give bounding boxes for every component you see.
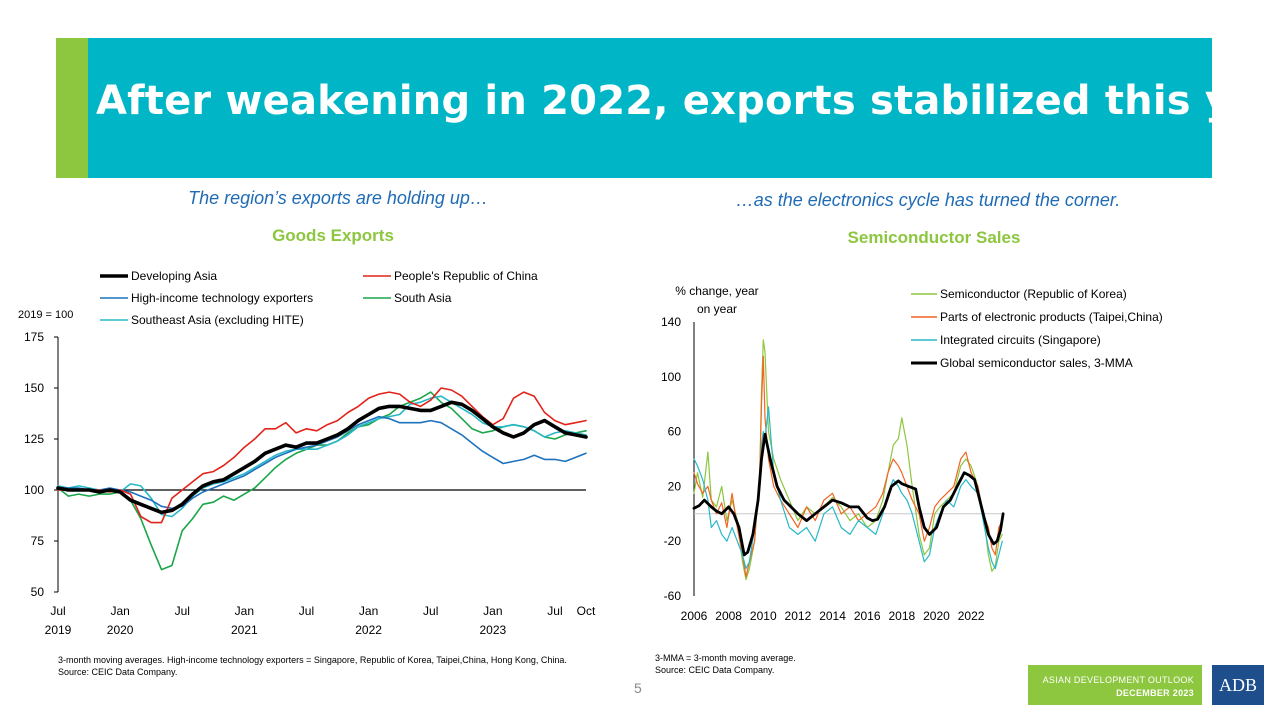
x-tick-label: 2016 <box>854 609 881 623</box>
y-tick-label: 140 <box>661 315 681 329</box>
y-tick-label: -20 <box>664 534 682 548</box>
right-subtitle: …as the electronics cycle has turned the… <box>735 190 1121 210</box>
x-tick-year-label: 2022 <box>355 623 382 637</box>
semiconductor-sales-title: Semiconductor Sales <box>847 228 1021 247</box>
y-tick-label: 175 <box>24 330 44 344</box>
y-axis-label: % change, year <box>675 284 758 298</box>
banner-accent-bar <box>56 38 88 178</box>
goods-exports-chart: 50 75 100 125 150 175 2019 = 100 Jul 2019 Jan 2020… <box>18 269 596 637</box>
x-tick-year-label: 2020 <box>107 623 134 637</box>
series-line-people-s-republic-of-china <box>57 387 587 524</box>
legend-label-semiconductor-republic-of-korea: Semiconductor (Republic of Korea) <box>940 287 1127 301</box>
x-tick-label: Jul <box>175 604 190 618</box>
y-tick-label: -60 <box>664 589 682 603</box>
semiconductor-sales-chart: -60 -20 20 60 100 140 % change, year on year 200… <box>661 284 1163 623</box>
x-tick-year-label: 2023 <box>479 623 506 637</box>
x-tick-label: Jan <box>110 604 129 618</box>
left-footnote-source: Source: CEIC Data Company. <box>58 667 178 677</box>
report-name: ASIAN DEVELOPMENT OUTLOOK <box>1042 675 1194 685</box>
x-tick-label: 2008 <box>715 609 742 623</box>
right-footnote-source: Source: CEIC Data Company. <box>655 665 775 675</box>
report-badge: ASIAN DEVELOPMENT OUTLOOK DECEMBER 2023 <box>1028 665 1202 705</box>
x-tick-label: Oct <box>577 604 596 618</box>
series-line-developing-asia <box>56 400 588 515</box>
left-footnote: 3-month moving averages. High-income tec… <box>58 654 567 678</box>
title-banner <box>56 38 1212 178</box>
legend-label-high-income-technology-exporters: High-income technology exporters <box>131 291 313 305</box>
y-axis-label: 2019 = 100 <box>18 309 73 321</box>
x-tick-label: 2022 <box>958 609 985 623</box>
x-tick-label: 2006 <box>681 609 708 623</box>
legend-label-southeast-asia-excluding-hite: Southeast Asia (excluding HITE) <box>131 313 304 327</box>
legend-label-people-s-republic-of-china: People's Republic of China <box>394 269 538 283</box>
left-footnote-line: 3-month moving averages. High-income tec… <box>58 655 567 665</box>
legend-label-integrated-circuits-singapore: Integrated circuits (Singapore) <box>940 333 1101 347</box>
right-footnote: 3-MMA = 3-month moving average. Source: … <box>655 652 796 676</box>
series-line-parts-of-electronic-products-taipei-china <box>693 355 1003 578</box>
x-tick-year-label: 2019 <box>45 623 72 637</box>
series-line-global-semiconductor-sales-3-mma <box>692 432 1005 557</box>
report-date: DECEMBER 2023 <box>1116 688 1194 698</box>
y-tick-label: 100 <box>24 483 44 497</box>
y-tick-label: 75 <box>31 534 45 548</box>
series-line-integrated-circuits-singapore <box>693 406 1003 570</box>
goods-exports-title: Goods Exports <box>272 226 394 245</box>
adb-logo: ADB <box>1212 665 1264 705</box>
x-tick-label: Jul <box>299 604 314 618</box>
y-tick-label: 100 <box>661 370 681 384</box>
x-tick-label: 2020 <box>923 609 950 623</box>
x-tick-year-label: 2021 <box>231 623 258 637</box>
y-axis-label: on year <box>697 302 737 316</box>
left-subtitle: The region’s exports are holding up… <box>188 188 488 208</box>
x-tick-label: Jul <box>50 604 65 618</box>
x-tick-label: 2010 <box>750 609 777 623</box>
legend-label-south-asia: South Asia <box>394 291 452 305</box>
x-tick-label: Jan <box>235 604 254 618</box>
slide-title: After weakening in 2022, exports stabili… <box>96 78 1280 124</box>
x-tick-label: Jul <box>423 604 438 618</box>
legend-label-global-semiconductor-sales-3-mma: Global semiconductor sales, 3-MMA <box>940 356 1133 370</box>
y-tick-label: 150 <box>24 381 44 395</box>
legend-label-parts-of-electronic-products-taipei-china: Parts of electronic products (Taipei,Chi… <box>940 310 1163 324</box>
x-tick-label: 2012 <box>785 609 812 623</box>
y-tick-label: 125 <box>24 432 44 446</box>
page-number: 5 <box>634 680 642 696</box>
x-tick-label: Jul <box>547 604 562 618</box>
series-line-high-income-technology-exporters <box>57 415 587 510</box>
x-tick-label: 2018 <box>888 609 915 623</box>
x-tick-label: Jan <box>483 604 502 618</box>
x-tick-label: Jan <box>359 604 378 618</box>
y-tick-label: 60 <box>668 425 682 439</box>
right-footnote-line: 3-MMA = 3-month moving average. <box>655 653 796 663</box>
legend-label-developing-asia: Developing Asia <box>131 269 217 283</box>
y-tick-label: 20 <box>668 479 682 493</box>
x-tick-label: 2014 <box>819 609 846 623</box>
y-tick-label: 50 <box>31 585 45 599</box>
series-line-southeast-asia-excluding-hite <box>57 395 587 518</box>
